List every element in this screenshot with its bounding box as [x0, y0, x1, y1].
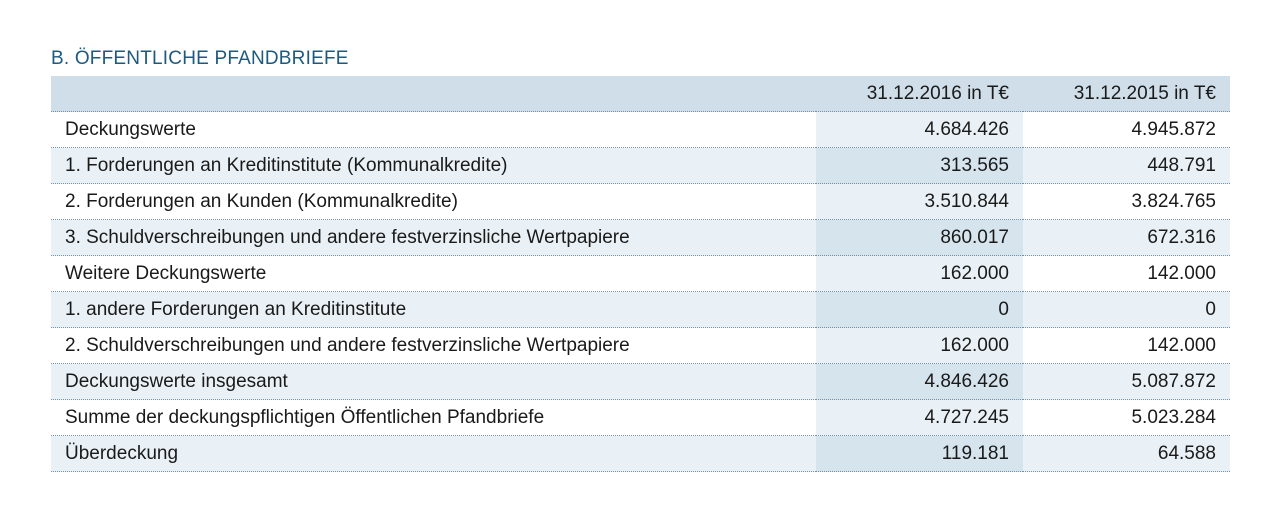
- row-label: 2. Forderungen an Kunden (Kommunalkredit…: [51, 183, 816, 220]
- table-header: 31.12.2016 in T€ 31.12.2015 in T€: [51, 76, 1230, 112]
- header-2016: 31.12.2016 in T€: [816, 76, 1023, 112]
- row-label: Deckungswerte: [51, 111, 816, 148]
- value-2015: 4.945.872: [1023, 111, 1230, 148]
- table-row: Deckungswerte 4.684.426 4.945.872: [51, 111, 1230, 148]
- table-row: Überdeckung 119.181 64.588: [51, 435, 1230, 472]
- table-row: Deckungswerte insgesamt 4.846.426 5.087.…: [51, 363, 1230, 400]
- value-2015: 3.824.765: [1023, 183, 1230, 220]
- value-2015: 448.791: [1023, 147, 1230, 184]
- value-2016: 4.684.426: [816, 111, 1023, 148]
- table-row: 1. andere Forderungen an Kreditinstitute…: [51, 291, 1230, 328]
- value-2016: 119.181: [816, 435, 1023, 472]
- table-row: 2. Forderungen an Kunden (Kommunalkredit…: [51, 183, 1230, 220]
- row-label: Überdeckung: [51, 435, 816, 472]
- header-2015: 31.12.2015 in T€: [1023, 76, 1230, 112]
- row-label: 3. Schuldverschreibungen und andere fest…: [51, 219, 816, 256]
- value-2015: 64.588: [1023, 435, 1230, 472]
- table-row: 1. Forderungen an Kreditinstitute (Kommu…: [51, 147, 1230, 184]
- coverage-table-container: 31.12.2016 in T€ 31.12.2015 in T€ Deckun…: [51, 76, 1230, 472]
- table-row: Weitere Deckungswerte 162.000 142.000: [51, 255, 1230, 292]
- row-label: 1. Forderungen an Kreditinstitute (Kommu…: [51, 147, 816, 184]
- value-2015: 5.023.284: [1023, 399, 1230, 436]
- row-label: Summe der deckungspflichtigen Öffentlich…: [51, 399, 816, 436]
- value-2015: 142.000: [1023, 255, 1230, 292]
- header-label: [51, 76, 816, 112]
- value-2016: 162.000: [816, 255, 1023, 292]
- value-2016: 860.017: [816, 219, 1023, 256]
- value-2015: 0: [1023, 291, 1230, 328]
- row-label: 2. Schuldverschreibungen und andere fest…: [51, 327, 816, 364]
- header-row: 31.12.2016 in T€ 31.12.2015 in T€: [51, 76, 1230, 112]
- value-2016: 4.846.426: [816, 363, 1023, 400]
- value-2016: 313.565: [816, 147, 1023, 184]
- value-2016: 4.727.245: [816, 399, 1023, 436]
- value-2016: 3.510.844: [816, 183, 1023, 220]
- table-row: 2. Schuldverschreibungen und andere fest…: [51, 327, 1230, 364]
- table-row: Summe der deckungspflichtigen Öffentlich…: [51, 399, 1230, 436]
- table-row: 3. Schuldverschreibungen und andere fest…: [51, 219, 1230, 256]
- value-2015: 672.316: [1023, 219, 1230, 256]
- row-label: 1. andere Forderungen an Kreditinstitute: [51, 291, 816, 328]
- section-title: B. ÖFFENTLICHE PFANDBRIEFE: [51, 48, 349, 69]
- row-label: Deckungswerte insgesamt: [51, 363, 816, 400]
- coverage-table: 31.12.2016 in T€ 31.12.2015 in T€ Deckun…: [51, 76, 1230, 472]
- value-2016: 162.000: [816, 327, 1023, 364]
- table-body: Deckungswerte 4.684.426 4.945.872 1. For…: [51, 111, 1230, 472]
- value-2015: 5.087.872: [1023, 363, 1230, 400]
- value-2015: 142.000: [1023, 327, 1230, 364]
- row-label: Weitere Deckungswerte: [51, 255, 816, 292]
- value-2016: 0: [816, 291, 1023, 328]
